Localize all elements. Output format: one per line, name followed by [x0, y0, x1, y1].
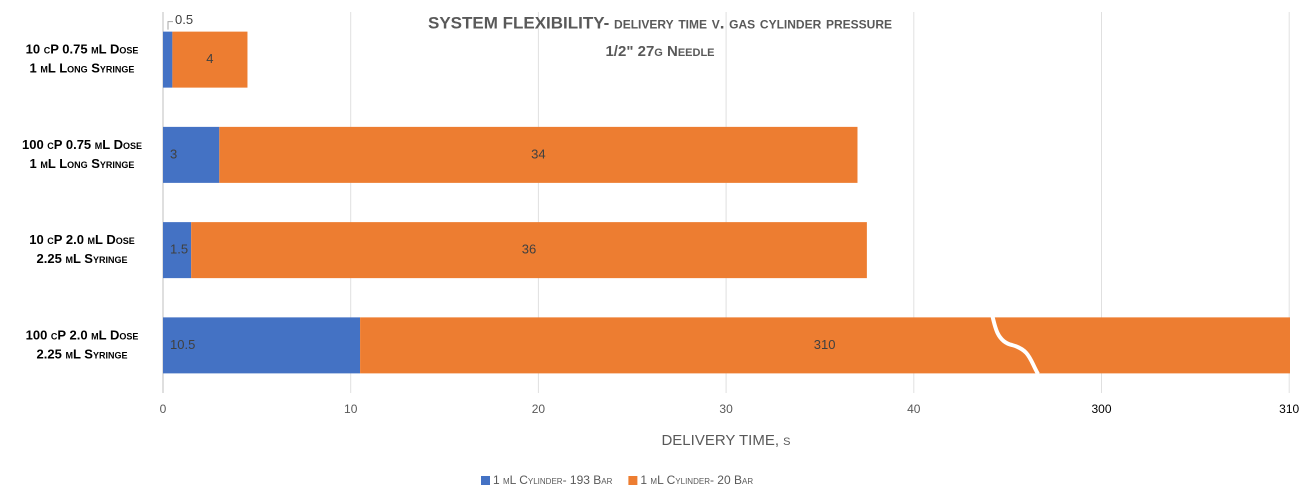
x-tick-label: 300 [1091, 402, 1111, 416]
chart-title: SYSTEM FLEXIBILITY- delivery time v. gas… [428, 13, 892, 32]
data-label: 310 [814, 337, 836, 352]
x-tick-label: 40 [907, 402, 921, 416]
bar-segment [219, 126, 858, 183]
data-label: 36 [522, 242, 536, 257]
data-label: 0.5 [175, 12, 193, 27]
y-tick-label: 2.25 mL Syringe [37, 346, 128, 361]
x-axis-label: DELIVERY TIME, s [661, 432, 790, 449]
data-label: 4 [206, 51, 213, 66]
y-tick-label: 10 cP 0.75 mL Dose [26, 42, 139, 57]
bar-segment [191, 222, 867, 279]
y-tick-label: 10 cP 2.0 mL Dose [29, 232, 135, 247]
y-tick-label: 100 cP 0.75 mL Dose [22, 137, 142, 152]
chart-subtitle: 1/2" 27g Needle [605, 43, 714, 60]
data-label: 1.5 [170, 242, 188, 257]
x-tick-label: 310 [1279, 402, 1299, 416]
x-tick-label: 20 [532, 402, 546, 416]
data-label: 10.5 [170, 337, 195, 352]
x-tick-label: 0 [160, 402, 167, 416]
x-tick-label: 10 [344, 402, 358, 416]
data-label: 3 [170, 146, 177, 161]
bar-segment [172, 31, 248, 88]
bar-segment [163, 31, 173, 88]
x-tick-label: 30 [719, 402, 733, 416]
legend-label: 1 mL Cylinder- 20 Bar [640, 473, 753, 487]
label-leader [167, 21, 173, 30]
y-tick-label: 1 mL Long Syringe [30, 156, 135, 171]
bar-segment [163, 317, 361, 374]
bar-segment [360, 317, 1290, 374]
bar-segment [163, 126, 220, 183]
bar-segment [163, 222, 192, 279]
data-label: 34 [531, 146, 545, 161]
y-tick-label: 1 mL Long Syringe [30, 61, 135, 76]
legend-swatch [628, 476, 638, 485]
legend-swatch [481, 476, 490, 485]
y-tick-label: 100 cP 2.0 mL Dose [26, 327, 139, 342]
legend-label: 1 mL Cylinder- 193 Bar [493, 473, 613, 487]
axis-break [981, 279, 1040, 375]
y-tick-label: 2.25 mL Syringe [37, 251, 128, 266]
